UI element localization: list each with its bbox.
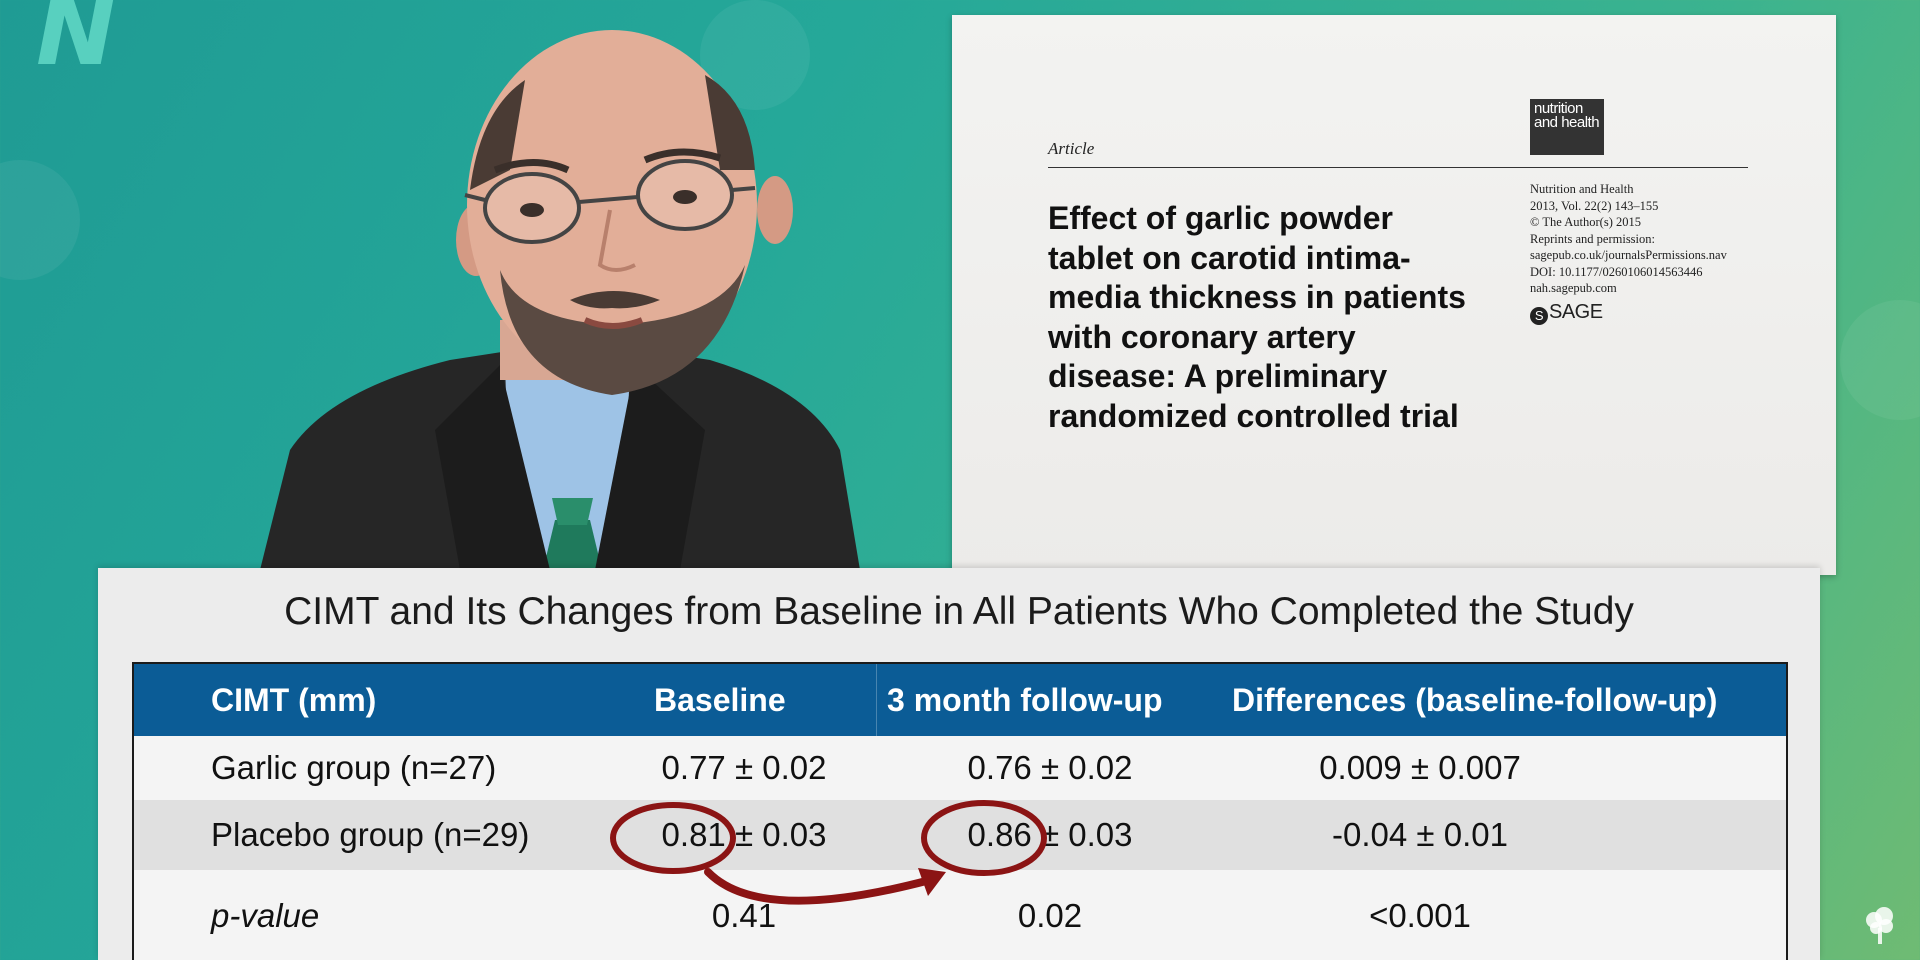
table-header-row: CIMT (mm) Baseline 3 month follow-up Dif…	[134, 664, 1786, 736]
article-rule	[1048, 167, 1748, 168]
meta-line: © The Author(s) 2015	[1530, 215, 1641, 229]
row-label: Garlic group (n=27)	[211, 749, 497, 786]
background-bokeh	[0, 160, 80, 280]
header-differences: Differences (baseline-follow-up)	[1232, 682, 1718, 718]
followup-value: 0.02	[1017, 897, 1083, 934]
background-bokeh	[1840, 300, 1920, 420]
meta-line: Nutrition and Health	[1530, 182, 1634, 196]
meta-line: sagepub.co.uk/journalsPermissions.nav	[1530, 248, 1727, 262]
table-row: p-value 0.41 0.02 <0.001	[134, 870, 1786, 960]
article-meta: Nutrition and Health 2013, Vol. 22(2) 14…	[1530, 181, 1790, 297]
followup-value: 0.76 ± 0.02	[967, 749, 1133, 786]
header-followup: 3 month follow-up	[887, 682, 1163, 718]
publisher-logo: S SAGE	[1530, 301, 1603, 325]
baseline-value: 0.77 ± 0.02	[661, 749, 827, 786]
meta-line: nah.sagepub.com	[1530, 281, 1617, 295]
meta-line: DOI: 10.1177/0260106014563446	[1530, 264, 1703, 279]
article-label: Article	[1048, 139, 1095, 158]
meta-line: Reprints and permission:	[1530, 231, 1655, 246]
header-divider	[876, 664, 877, 736]
difference-value: 0.009 ± 0.007	[1319, 749, 1521, 786]
table-panel: CIMT and Its Changes from Baseline in Al…	[98, 568, 1820, 960]
presenter-image	[260, 30, 860, 570]
table-title: CIMT and Its Changes from Baseline in Al…	[284, 590, 1634, 633]
difference-value: <0.001	[1369, 897, 1471, 934]
baseline-value: 0.81 ± 0.03	[661, 816, 827, 853]
row-label: p-value	[211, 897, 320, 934]
meta-line: 2013, Vol. 22(2) 143–155	[1530, 198, 1659, 213]
article-title: Effect of garlic powder tablet on caroti…	[1048, 200, 1466, 434]
cimt-table: CIMT (mm) Baseline 3 month follow-up Dif…	[132, 662, 1788, 960]
sage-s-icon: S	[1530, 307, 1548, 325]
journal-logo: nutrition and health	[1530, 99, 1604, 155]
journal-article-card: Article nutrition and health Effect of g…	[952, 15, 1836, 575]
table-row: Placebo group (n=29) 0.81 ± 0.03 0.86 ± …	[134, 800, 1786, 870]
followup-value: 0.86 ± 0.03	[967, 816, 1133, 853]
table-row: Garlic group (n=27) 0.77 ± 0.02 0.76 ± 0…	[134, 736, 1786, 800]
tree-icon	[1866, 907, 1893, 944]
header-cimt: CIMT (mm)	[211, 682, 377, 718]
difference-value: -0.04 ± 0.01	[1332, 816, 1508, 853]
header-baseline: Baseline	[654, 682, 786, 718]
publisher-name: SAGE	[1549, 301, 1603, 323]
baseline-value: 0.41	[711, 897, 777, 934]
row-label: Placebo group (n=29)	[211, 816, 530, 853]
nutritionfacts-logo-icon: N	[36, 0, 117, 70]
